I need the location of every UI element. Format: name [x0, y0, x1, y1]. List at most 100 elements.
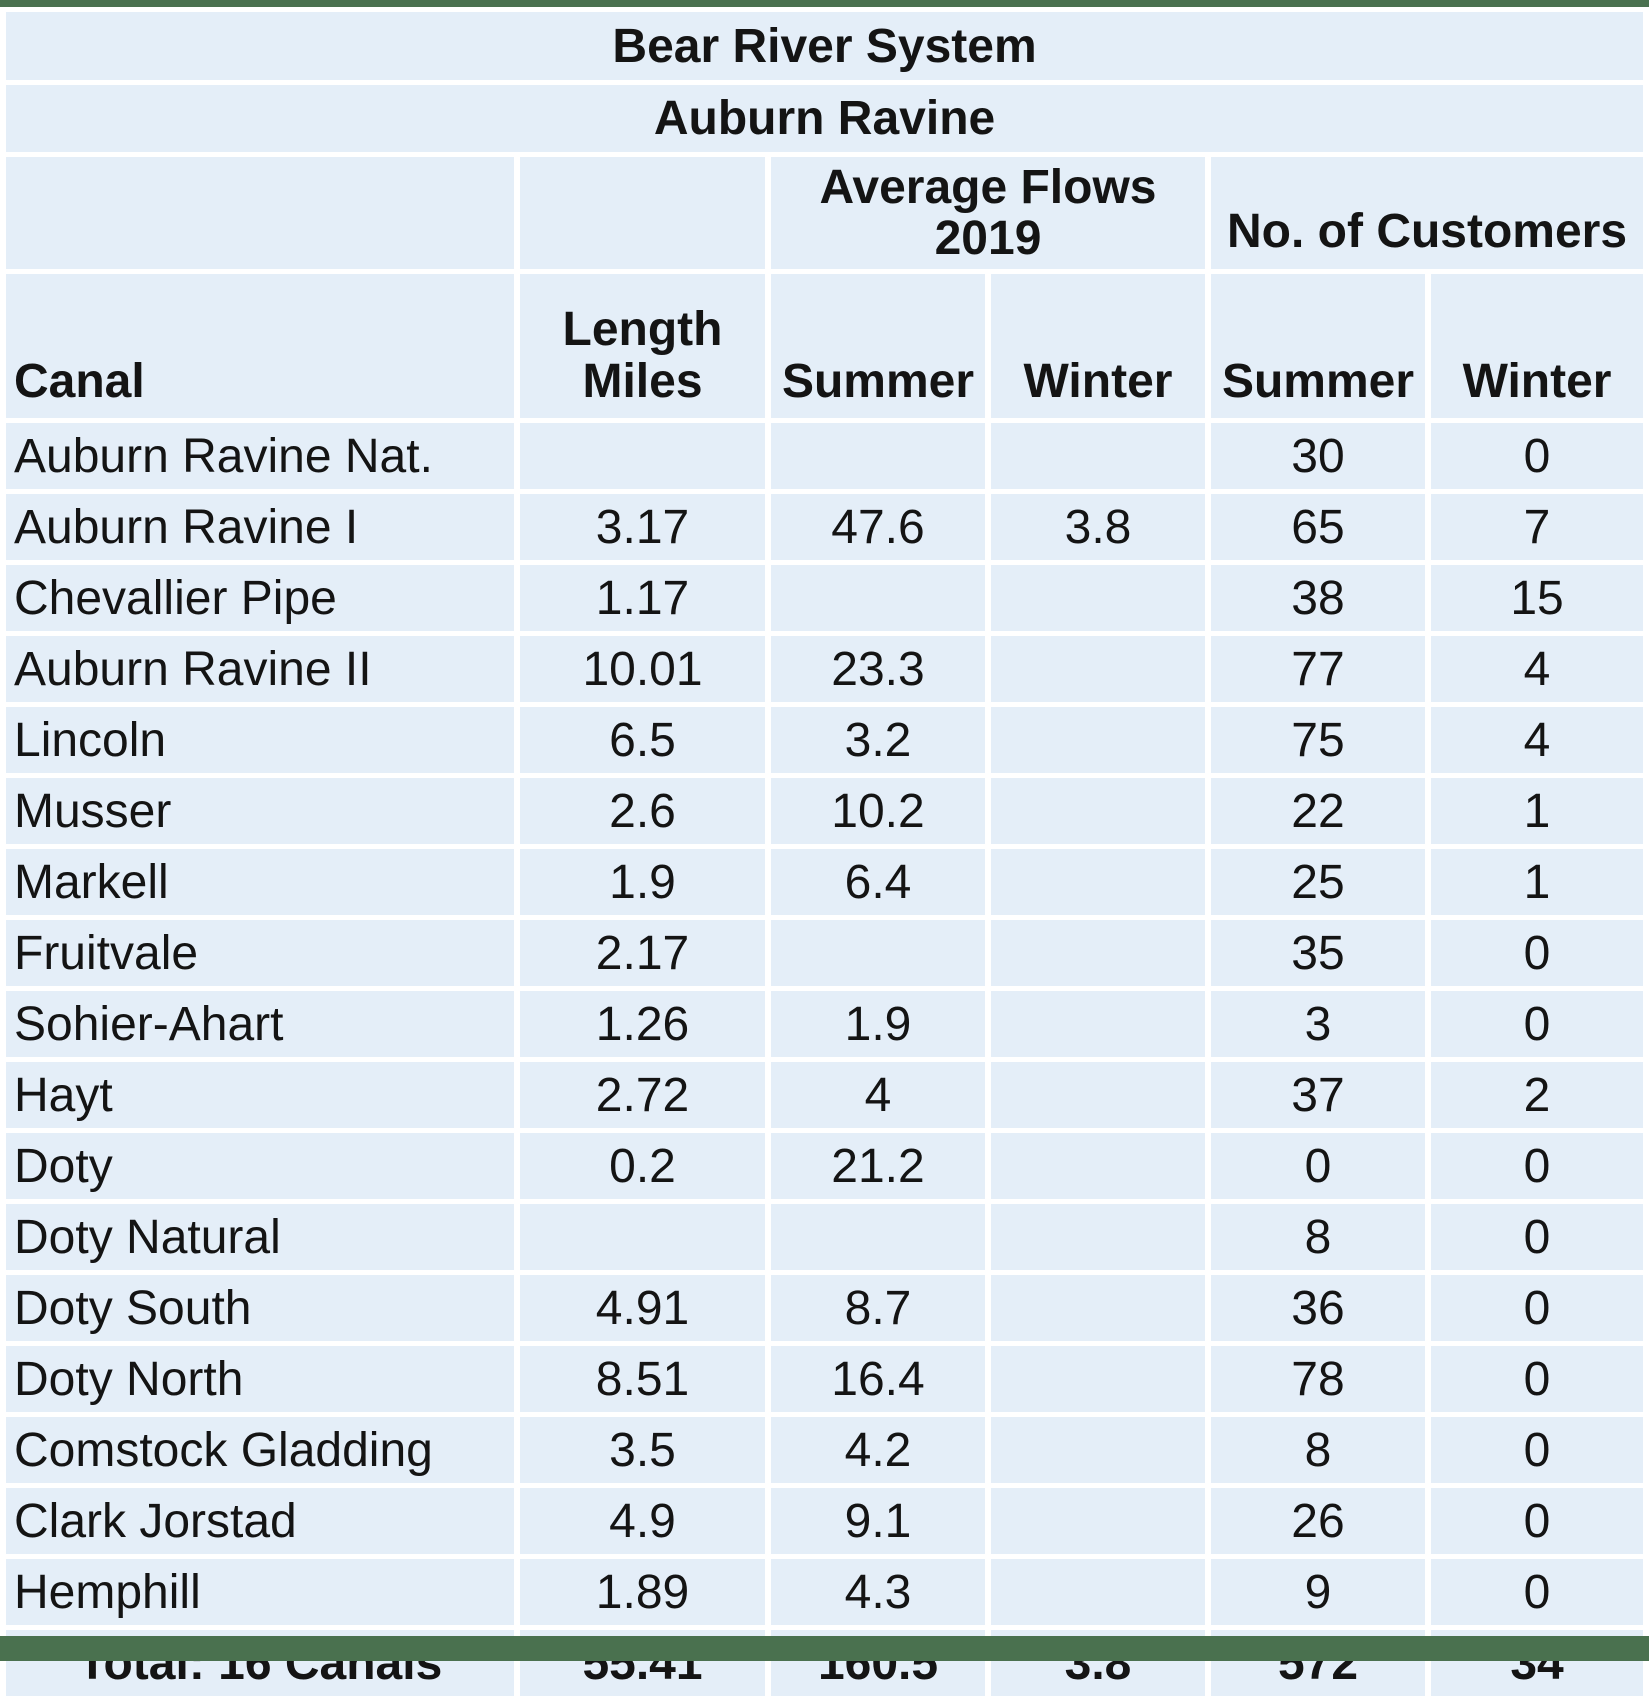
top-accent-band — [0, 0, 1649, 7]
customers-winter-cell: 1 — [1431, 849, 1644, 915]
length-cell: 1.26 — [520, 991, 765, 1057]
canal-name-cell: Auburn Ravine Nat. — [6, 423, 514, 489]
table-row: Doty North 8.51 16.4 78 0 — [6, 1346, 1644, 1412]
col-header-length-miles: Length Miles — [520, 274, 765, 418]
flow-summer-cell: 4 — [771, 1062, 985, 1128]
length-cell: 3.5 — [520, 1417, 765, 1483]
flow-winter-cell — [991, 1204, 1205, 1270]
table-row: Auburn Ravine II 10.01 23.3 77 4 — [6, 636, 1644, 702]
customers-winter-cell: 0 — [1431, 920, 1644, 986]
length-cell: 6.5 — [520, 707, 765, 773]
canal-name-cell: Doty North — [6, 1346, 514, 1412]
table-title-row: Bear River System — [6, 12, 1644, 80]
canal-name-cell: Musser — [6, 778, 514, 844]
col-header-customers-summer: Summer — [1211, 274, 1425, 418]
flow-winter-cell — [991, 423, 1205, 489]
canal-name-cell: Doty South — [6, 1275, 514, 1341]
customers-winter-cell: 4 — [1431, 707, 1644, 773]
table-row: Comstock Gladding 3.5 4.2 8 0 — [6, 1417, 1644, 1483]
flow-summer-cell: 4.2 — [771, 1417, 985, 1483]
customers-winter-cell: 0 — [1431, 1559, 1644, 1625]
canal-name-cell: Auburn Ravine II — [6, 636, 514, 702]
flow-winter-cell — [991, 1275, 1205, 1341]
customers-winter-cell: 15 — [1431, 565, 1644, 631]
group-header-average-flows: Average Flows 2019 — [771, 157, 1205, 269]
flow-summer-cell — [771, 423, 985, 489]
flow-summer-cell: 6.4 — [771, 849, 985, 915]
customers-winter-cell: 4 — [1431, 636, 1644, 702]
length-cell: 4.91 — [520, 1275, 765, 1341]
customers-summer-cell: 35 — [1211, 920, 1425, 986]
customers-summer-cell: 8 — [1211, 1417, 1425, 1483]
table-row: Auburn Ravine Nat. 30 0 — [6, 423, 1644, 489]
customers-summer-cell: 37 — [1211, 1062, 1425, 1128]
flow-summer-cell — [771, 920, 985, 986]
customers-summer-cell: 8 — [1211, 1204, 1425, 1270]
table-row: Markell 1.9 6.4 25 1 — [6, 849, 1644, 915]
length-cell: 0.2 — [520, 1133, 765, 1199]
flow-winter-cell — [991, 565, 1205, 631]
col-header-canal: Canal — [6, 274, 514, 418]
length-cell: 1.9 — [520, 849, 765, 915]
flow-summer-cell: 3.2 — [771, 707, 985, 773]
customers-summer-cell: 38 — [1211, 565, 1425, 631]
flow-summer-cell: 10.2 — [771, 778, 985, 844]
length-cell: 4.9 — [520, 1488, 765, 1554]
length-cell: 10.01 — [520, 636, 765, 702]
table-row: Chevallier Pipe 1.17 38 15 — [6, 565, 1644, 631]
flow-winter-cell — [991, 1417, 1205, 1483]
flow-summer-cell — [771, 1204, 985, 1270]
customers-summer-cell: 26 — [1211, 1488, 1425, 1554]
flow-winter-cell — [991, 1133, 1205, 1199]
canal-name-cell: Hayt — [6, 1062, 514, 1128]
customers-summer-cell: 77 — [1211, 636, 1425, 702]
flow-summer-cell: 47.6 — [771, 494, 985, 560]
empty-cell — [6, 157, 514, 269]
table-row: Doty South 4.91 8.7 36 0 — [6, 1275, 1644, 1341]
canal-name-cell: Hemphill — [6, 1559, 514, 1625]
customers-winter-cell: 0 — [1431, 991, 1644, 1057]
group-header-customers: No. of Customers — [1211, 157, 1644, 269]
table-row: Fruitvale 2.17 35 0 — [6, 920, 1644, 986]
customers-winter-cell: 0 — [1431, 1275, 1644, 1341]
flow-summer-cell: 16.4 — [771, 1346, 985, 1412]
customers-winter-cell: 1 — [1431, 778, 1644, 844]
flow-winter-cell — [991, 707, 1205, 773]
table-subtitle: Auburn Ravine — [6, 85, 1644, 152]
flow-winter-cell — [991, 778, 1205, 844]
customers-winter-cell: 7 — [1431, 494, 1644, 560]
flow-winter-cell — [991, 991, 1205, 1057]
canal-name-cell: Auburn Ravine I — [6, 494, 514, 560]
canal-name-cell: Comstock Gladding — [6, 1417, 514, 1483]
length-cell — [520, 423, 765, 489]
flow-summer-cell: 9.1 — [771, 1488, 985, 1554]
customers-summer-cell: 78 — [1211, 1346, 1425, 1412]
table-row: Doty Natural 8 0 — [6, 1204, 1644, 1270]
canal-name-cell: Doty — [6, 1133, 514, 1199]
table-row: Sohier-Ahart 1.26 1.9 3 0 — [6, 991, 1644, 1057]
customers-winter-cell: 0 — [1431, 1488, 1644, 1554]
customers-summer-cell: 30 — [1211, 423, 1425, 489]
customers-summer-cell: 9 — [1211, 1559, 1425, 1625]
flow-winter-cell — [991, 1559, 1205, 1625]
customers-winter-cell: 0 — [1431, 1417, 1644, 1483]
table-subtitle-row: Auburn Ravine — [6, 85, 1644, 152]
customers-summer-cell: 3 — [1211, 991, 1425, 1057]
col-header-flow-summer: Summer — [771, 274, 985, 418]
canal-name-cell: Sohier-Ahart — [6, 991, 514, 1057]
length-cell: 8.51 — [520, 1346, 765, 1412]
canal-name-cell: Clark Jorstad — [6, 1488, 514, 1554]
customers-summer-cell: 36 — [1211, 1275, 1425, 1341]
flow-winter-cell — [991, 1488, 1205, 1554]
length-cell: 1.17 — [520, 565, 765, 631]
length-cell: 3.17 — [520, 494, 765, 560]
canal-name-cell: Fruitvale — [6, 920, 514, 986]
customers-winter-cell: 2 — [1431, 1062, 1644, 1128]
customers-summer-cell: 65 — [1211, 494, 1425, 560]
customers-summer-cell: 0 — [1211, 1133, 1425, 1199]
table-row: Auburn Ravine I 3.17 47.6 3.8 65 7 — [6, 494, 1644, 560]
flow-winter-cell — [991, 920, 1205, 986]
flow-summer-cell: 23.3 — [771, 636, 985, 702]
canal-name-cell: Lincoln — [6, 707, 514, 773]
customers-winter-cell: 0 — [1431, 1133, 1644, 1199]
